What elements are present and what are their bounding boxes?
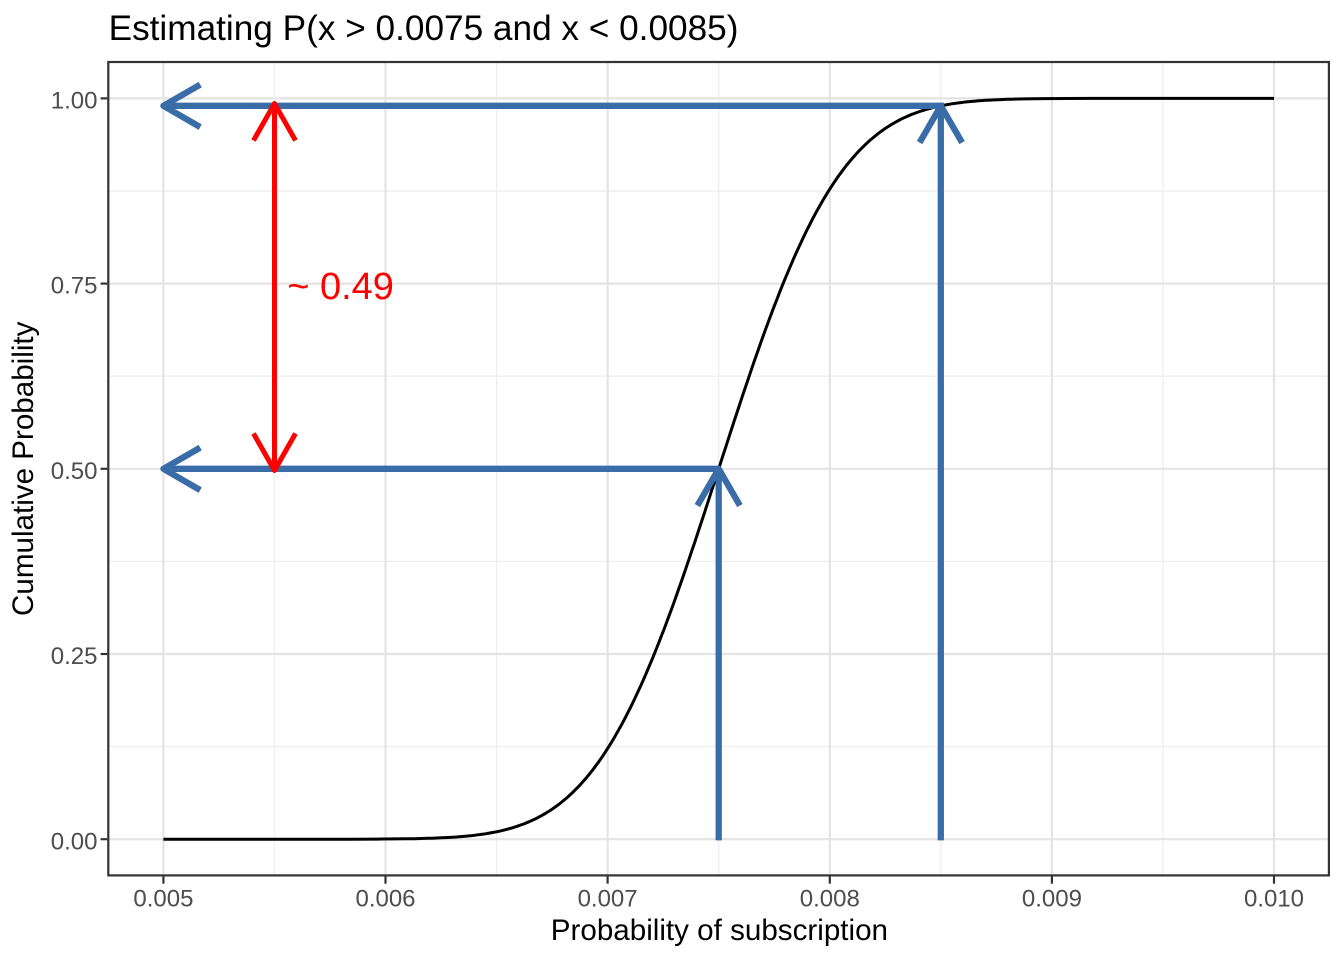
- svg-text:Probability of subscription: Probability of subscription: [551, 914, 888, 947]
- svg-text:1.00: 1.00: [51, 88, 98, 115]
- svg-text:0.50: 0.50: [51, 458, 98, 485]
- svg-text:0.007: 0.007: [578, 886, 638, 913]
- svg-text:0.00: 0.00: [51, 828, 98, 855]
- svg-text:0.005: 0.005: [133, 886, 193, 913]
- svg-text:0.75: 0.75: [51, 273, 98, 300]
- svg-text:0.006: 0.006: [355, 886, 415, 913]
- svg-text:Estimating P(x > 0.0075 and x: Estimating P(x > 0.0075 and x < 0.0085): [109, 9, 739, 48]
- svg-text:0.009: 0.009: [1022, 886, 1082, 913]
- svg-text:~ 0.49: ~ 0.49: [287, 266, 394, 308]
- svg-text:0.25: 0.25: [51, 643, 98, 670]
- svg-text:0.008: 0.008: [800, 886, 860, 913]
- svg-text:Cumulative Probability: Cumulative Probability: [7, 321, 40, 616]
- svg-text:0.010: 0.010: [1244, 886, 1304, 913]
